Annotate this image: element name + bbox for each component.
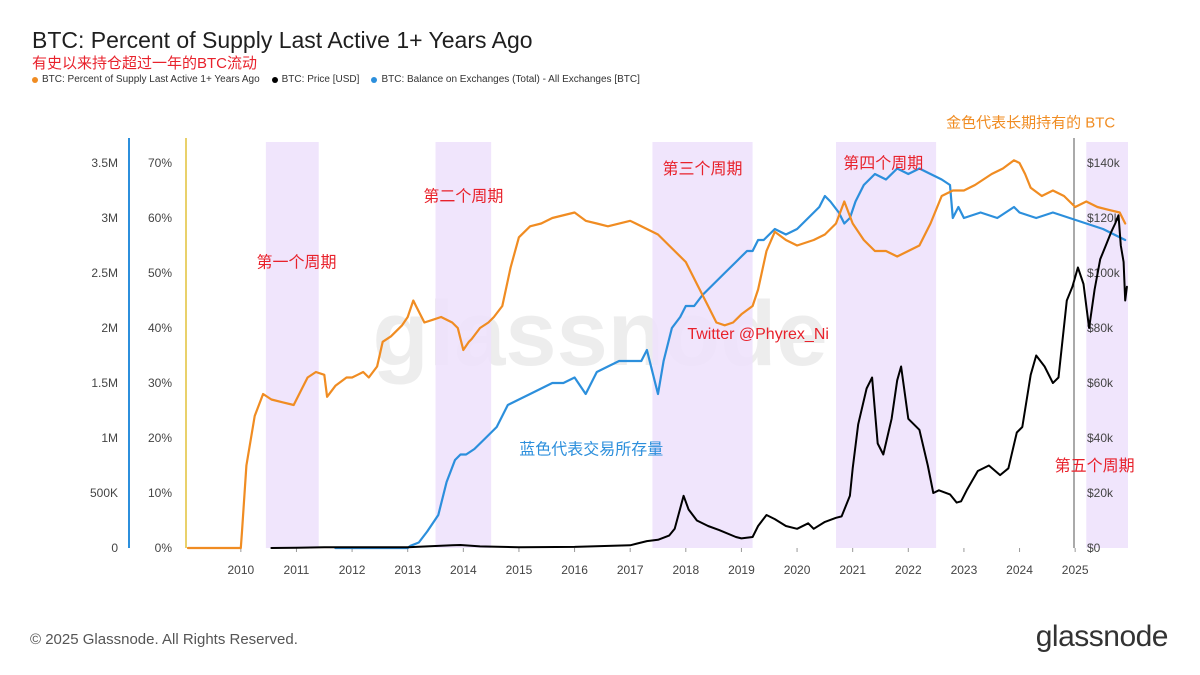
balance-tick-label: 3.5M — [91, 156, 118, 170]
cycle-band-3 — [652, 142, 753, 548]
percent-tick-label: 60% — [148, 211, 172, 225]
balance-tick-label: 3M — [101, 211, 118, 225]
percent-tick-label: 30% — [148, 376, 172, 390]
legend-item-exchange-balance[interactable]: BTC: Balance on Exchanges (Total) - All … — [371, 74, 640, 85]
annotation-4: 第四个周期 — [843, 155, 923, 173]
cycle-band-1 — [265, 142, 319, 548]
annotation-6: 蓝色代表交易所存量 — [519, 441, 663, 459]
price-tick-label: $80k — [1087, 321, 1114, 335]
legend-item-percent-supply[interactable]: BTC: Percent of Supply Last Active 1+ Ye… — [32, 74, 260, 85]
price-tick-label: $60k — [1087, 376, 1114, 390]
page-title: BTC: Percent of Supply Last Active 1+ Ye… — [32, 27, 533, 53]
x-tick-label: 2016 — [561, 563, 588, 577]
copyright-text: © 2025 Glassnode. All Rights Reserved. — [30, 631, 298, 648]
percent-tick-label: 50% — [148, 266, 172, 280]
percent-supply-line — [186, 159, 1127, 550]
price-tick-label: $100k — [1087, 266, 1121, 280]
x-tick-label: 2020 — [784, 563, 811, 577]
legend-label-percent-supply: BTC: Percent of Supply Last Active 1+ Ye… — [42, 74, 260, 85]
annotation-3: 第三个周期 — [662, 160, 742, 178]
percent-tick-label: 20% — [148, 431, 172, 445]
balance-tick-label: 0 — [111, 541, 118, 555]
x-tick-label: 2025 — [1062, 563, 1089, 577]
legend-dot-orange — [32, 76, 38, 83]
percent-tick-label: 40% — [148, 321, 172, 335]
x-tick-label: 2018 — [672, 563, 699, 577]
percent-tick-label: 10% — [148, 486, 172, 500]
x-tick-label: 2021 — [839, 563, 866, 577]
balance-tick-label: 2M — [101, 321, 118, 335]
price-tick-label: $20k — [1087, 486, 1114, 500]
x-tick-label: 2012 — [339, 563, 366, 577]
x-tick-label: 2014 — [450, 563, 477, 577]
x-tick-label: 2023 — [951, 563, 978, 577]
price-tick-label: $140k — [1087, 156, 1121, 170]
percent-tick-label: 0% — [155, 541, 173, 555]
annotation-2: 第二个周期 — [423, 188, 503, 206]
page-subtitle: 有史以来持仓超过一年的BTC流动 — [32, 55, 258, 72]
balance-tick-label: 1M — [101, 431, 118, 445]
annotation-1: 第一个周期 — [256, 254, 336, 272]
legend-item-price[interactable]: BTC: Price [USD] — [271, 74, 360, 85]
glassnode-logo: glassnode — [1035, 620, 1169, 653]
cycle-band-2 — [435, 142, 492, 548]
price-tick-label: $120k — [1087, 211, 1121, 225]
annotation-7: 金色代表长期持有的 BTC — [946, 114, 1115, 131]
legend-label-price: BTC: Price [USD] — [281, 74, 360, 85]
x-tick-label: 2022 — [895, 563, 922, 577]
percent-tick-label: 70% — [148, 156, 172, 170]
price-tick-label: $0 — [1087, 541, 1101, 555]
annotation-5: 第五个周期 — [1055, 457, 1135, 475]
price-line — [270, 214, 1128, 549]
x-tick-label: 2010 — [227, 563, 254, 577]
balance-tick-label: 1.5M — [91, 376, 118, 390]
x-tick-label: 2011 — [284, 563, 310, 577]
chart-canvas: glassnode0500K1M1.5M2M2.5M3M3.5M0%10%20%… — [90, 114, 1135, 577]
x-tick-label: 2019 — [728, 563, 755, 577]
balance-tick-label: 2.5M — [91, 266, 118, 280]
legend-dot-blue — [371, 76, 378, 83]
price-tick-label: $40k — [1087, 431, 1114, 445]
legend-dot-black — [271, 76, 278, 83]
x-tick-label: 2024 — [1006, 563, 1033, 577]
balance-tick-label: 500K — [90, 486, 118, 500]
exchange-balance-line — [334, 167, 1127, 550]
annotation-8: Twitter @Phyrex_Ni — [687, 326, 829, 343]
legend: BTC: Percent of Supply Last Active 1+ Ye… — [32, 74, 640, 85]
legend-label-exchange-balance: BTC: Balance on Exchanges (Total) - All … — [381, 74, 640, 85]
x-tick-label: 2015 — [506, 563, 533, 577]
x-tick-label: 2013 — [394, 563, 421, 577]
x-tick-label: 2017 — [617, 563, 644, 577]
